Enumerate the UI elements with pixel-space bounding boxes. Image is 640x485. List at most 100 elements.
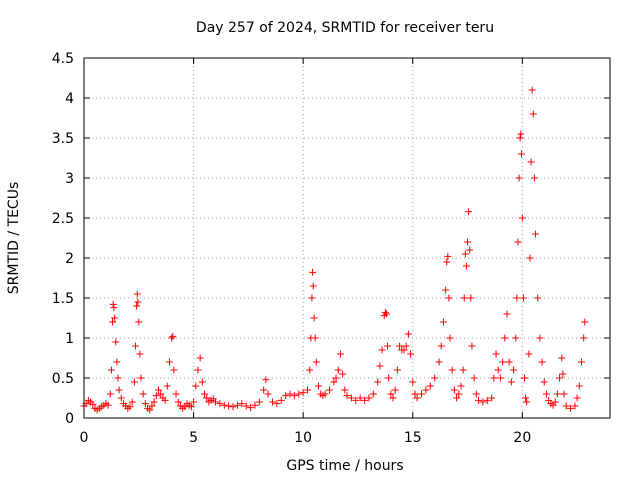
y-tick-label: 1 [65,331,74,347]
data-point [512,334,520,342]
data-point [409,378,417,386]
data-point [117,394,125,402]
data-point [89,400,97,408]
data-point [286,390,294,398]
data-point [295,390,303,398]
x-tick-label: 5 [189,430,198,446]
data-point [155,386,163,394]
data-point [268,398,276,406]
data-point [130,378,138,386]
data-point [343,392,351,400]
data-point [128,398,136,406]
data-point [169,332,177,340]
data-point [374,378,382,386]
data-point [247,404,255,412]
data-point [442,286,450,294]
data-point [242,402,250,410]
data-point [146,406,154,414]
data-point [407,350,415,358]
data-point [411,390,419,398]
data-point [530,174,538,182]
data-point [461,250,469,258]
x-tick-label: 10 [294,430,312,446]
data-point [459,366,467,374]
data-point [141,400,149,408]
data-point [311,334,319,342]
data-point [251,401,259,409]
data-point [203,394,211,402]
data-point [385,374,393,382]
data-point [553,390,561,398]
grid-lines [84,58,610,418]
data-point [334,366,342,374]
data-point [163,382,171,390]
data-point [567,404,575,412]
data-point [404,330,412,338]
data-point [212,398,219,406]
x-axis-label: GPS time / hours [286,458,403,474]
data-point [402,342,410,350]
data-point [133,290,141,298]
data-point [172,390,180,398]
data-point [393,366,401,374]
data-point [133,302,141,310]
data-point [198,378,206,386]
data-point [111,314,119,322]
data-point [170,366,178,374]
data-point [365,394,373,402]
data-point [534,294,542,302]
data-point [580,334,588,342]
data-point [361,396,369,404]
data-point [139,390,147,398]
data-point [581,318,589,326]
data-point [381,308,389,316]
data-point [479,398,487,406]
data-point [106,390,114,398]
data-point [277,396,285,404]
data-point [352,396,360,404]
data-point [494,366,502,374]
data-point [518,214,526,222]
data-point [308,294,316,302]
data-point [418,390,426,398]
data-point [515,174,523,182]
data-point [255,398,263,406]
data-point [161,396,169,404]
data-point [435,358,443,366]
data-point [542,390,550,398]
x-tick-label: 15 [404,430,422,446]
data-point [216,400,224,408]
data-point [347,394,355,402]
data-point [190,398,198,406]
data-point [517,130,525,138]
tick-labels: 0 5 10 15 20 0 0.5 1 1.5 2 2.5 3 3.5 4 4.5 [52,51,532,446]
data-point [137,374,145,382]
data-point [445,294,453,302]
data-point [426,382,434,390]
data-point [536,334,544,342]
data-point [575,382,583,390]
data-point [165,358,173,366]
data-point [310,314,318,322]
data-point [112,338,120,346]
data-point [562,402,570,410]
data-point [558,354,566,362]
data-point [306,366,314,374]
data-point [233,401,241,409]
data-point [168,334,176,342]
data-point [309,268,317,276]
data-point [517,150,525,158]
y-tick-label: 3 [65,171,74,187]
data-point [551,398,559,406]
y-tick-label: 4 [65,91,74,107]
data-point [529,110,537,118]
data-point [356,394,364,402]
data-point [462,262,470,270]
data-point [573,394,581,402]
data-point [264,390,272,398]
data-point [304,386,312,394]
data-point [108,318,116,326]
y-tick-label: 2.5 [52,211,74,227]
data-point [490,374,498,382]
